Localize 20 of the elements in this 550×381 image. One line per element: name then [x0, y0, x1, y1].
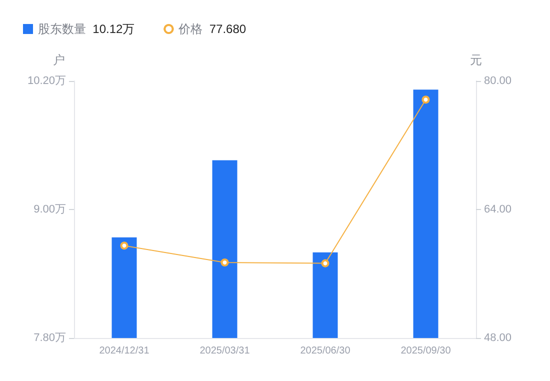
point	[120, 242, 128, 250]
y2-axis-title: 元	[470, 53, 482, 67]
text: 10.12万	[92, 22, 135, 36]
point	[321, 259, 330, 268]
text: 77.680	[209, 22, 246, 36]
y-tick-label: 10.20万	[27, 75, 66, 87]
y2-tick-label: 64.00	[484, 204, 512, 216]
point	[220, 258, 229, 267]
y2-tick-label: 48.00	[484, 332, 512, 344]
y-tick-label: 7.80万	[34, 332, 66, 344]
x-tick-label: 2025/03/31	[200, 346, 250, 356]
y2-tick-label: 80.00	[484, 75, 512, 87]
x-tick-label: 2024/12/31	[99, 346, 150, 356]
y-axis-title: 户	[53, 53, 65, 67]
legend-label: 股东数量	[38, 22, 86, 36]
x-tick-label: 2025/06/30	[300, 346, 351, 356]
legend-label: 价格	[178, 22, 203, 36]
y-tick-label: 9.00万	[34, 204, 66, 216]
x-tick-label: 2025/09/30	[400, 346, 452, 356]
point	[422, 96, 430, 104]
